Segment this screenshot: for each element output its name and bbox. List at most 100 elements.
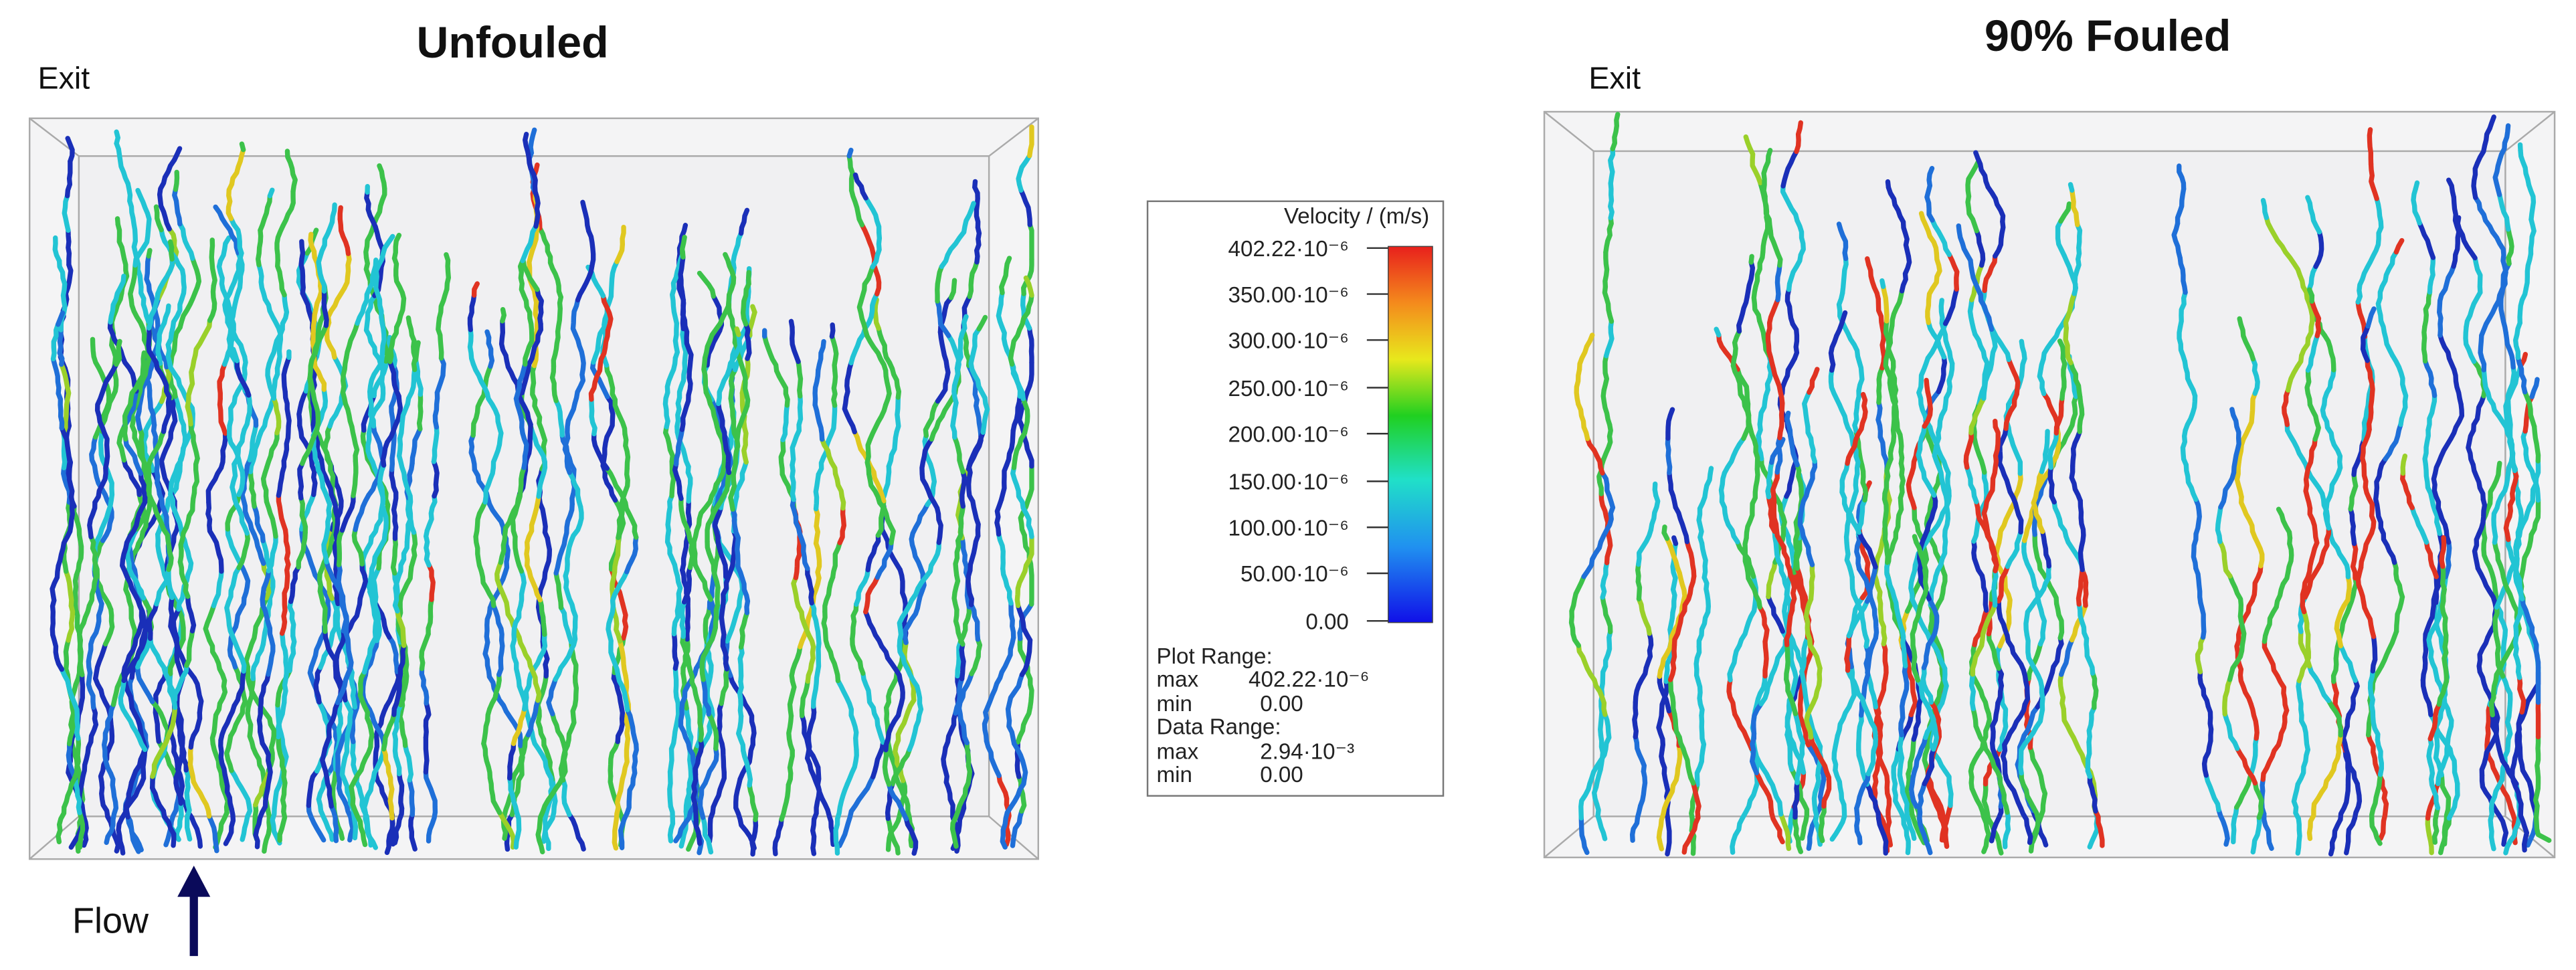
streamline-segment <box>589 397 597 437</box>
streamline-segment <box>1786 252 1803 292</box>
streamline-segment <box>953 538 961 578</box>
streamline-segment <box>2514 709 2524 749</box>
streamline-segment <box>1818 803 1827 844</box>
streamline-segment <box>1834 310 1848 338</box>
streamline-segment <box>1578 781 1592 821</box>
streamline-segment <box>2276 708 2290 748</box>
streamline-segment <box>209 237 215 254</box>
streamline-segment <box>1893 495 1904 535</box>
streamline-segment <box>1981 361 1995 401</box>
streamline-segment <box>1922 747 1936 787</box>
streamline-segment <box>799 609 816 650</box>
streamline-segment <box>2488 678 2498 718</box>
streamline-segment <box>102 702 116 742</box>
streamline-segment <box>1972 607 1989 648</box>
streamline-segment <box>280 769 288 809</box>
streamline-segment <box>2000 737 2011 776</box>
streamline-segment <box>531 632 548 672</box>
colorbar-tick-label: 350.00·10⁻⁶ <box>1228 283 1349 308</box>
streamline-segment <box>1910 609 1922 648</box>
streamline-segment <box>567 811 586 852</box>
streamline-segment <box>2203 773 2221 813</box>
streamline-segment <box>130 215 139 256</box>
streamline-segment <box>336 698 343 738</box>
streamline-segment <box>216 672 228 712</box>
streamline-segment <box>128 367 146 407</box>
streamline-segment <box>1928 712 1940 752</box>
streamline-segment <box>1912 534 1919 545</box>
streamline-segment <box>955 639 963 679</box>
streamline-segment <box>535 708 547 748</box>
streamline-segment <box>344 596 363 636</box>
streamline-segment <box>2249 528 2265 569</box>
streamline-segment <box>952 434 965 474</box>
streamline-segment <box>2343 747 2360 787</box>
streamline-segment <box>866 471 887 511</box>
streamline-segment <box>1022 534 1034 574</box>
streamline-segment <box>740 287 749 327</box>
streamline-segment <box>686 358 693 398</box>
streamline-segment <box>2303 471 2313 511</box>
streamline-segment <box>171 146 183 163</box>
streamline-segment <box>1897 767 1910 807</box>
streamline-segment <box>703 605 713 645</box>
streamline-segment <box>276 734 287 774</box>
streamline-segment <box>187 745 196 785</box>
streamline-segment <box>217 361 227 401</box>
streamline-segment <box>711 770 727 810</box>
streamline-segment <box>943 710 958 751</box>
streamline-segment <box>1972 435 1987 475</box>
streamline-segment <box>350 739 360 779</box>
streamline-segment <box>2275 673 2290 713</box>
streamline-segment <box>153 670 169 710</box>
streamline-segment <box>2030 805 2041 845</box>
streamline-segment <box>2393 594 2405 634</box>
streamline-segment <box>134 492 147 532</box>
streamline-segment <box>378 362 386 402</box>
streamline-segment <box>2183 393 2198 433</box>
streamline-segment <box>790 462 796 502</box>
streamline-segment <box>1768 805 1785 845</box>
streamline-segment <box>1981 814 1991 854</box>
streamline-segment <box>335 768 349 808</box>
streamline-segment <box>296 250 310 290</box>
streamline-segment <box>2250 356 2260 396</box>
streamline-segment <box>260 568 272 608</box>
streamline-segment <box>721 563 735 603</box>
streamline-segment <box>2222 711 2240 751</box>
streamline-segment <box>52 235 62 264</box>
streamline-segment <box>334 663 348 702</box>
streamline-segment <box>2497 123 2511 163</box>
streamline-segment <box>812 402 825 442</box>
streamline-segment <box>831 368 838 408</box>
streamline-segment <box>1754 770 1774 810</box>
streamline-segment <box>484 329 495 369</box>
streamline-segment <box>287 599 296 639</box>
streamline-segment <box>1022 360 1034 400</box>
streamline-segment <box>612 397 628 437</box>
streamline-segment <box>217 396 228 436</box>
streamline-segment <box>1730 328 1742 369</box>
streamline-segment <box>1939 666 1949 706</box>
streamline-segment <box>1888 421 1897 462</box>
streamline-segment <box>886 781 909 821</box>
streamline-segment <box>175 766 185 806</box>
streamline-segment <box>473 499 488 539</box>
streamline-segment <box>124 505 145 545</box>
streamline-segment <box>128 297 147 337</box>
streamline-segment <box>1745 570 1762 610</box>
streamline-segment <box>822 575 836 615</box>
streamline-segment <box>335 734 347 774</box>
streamline-segment <box>716 367 732 407</box>
colorbar-tick-label: 300.00·10⁻⁶ <box>1228 329 1349 354</box>
streamline-segment <box>391 232 402 261</box>
streamline-segment <box>67 494 75 535</box>
streamline-segment <box>515 732 531 772</box>
streamline-segment <box>1799 801 1810 841</box>
streamline-segment <box>1849 471 1860 511</box>
streamline-segment <box>336 562 345 602</box>
streamline-segment <box>712 505 724 545</box>
streamline-segment <box>2490 401 2513 442</box>
streamline-segment <box>2053 396 2065 435</box>
streamline-segment <box>894 395 901 435</box>
